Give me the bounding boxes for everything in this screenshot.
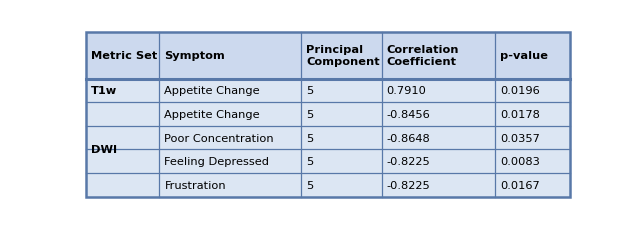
Text: Poor Concentration: Poor Concentration <box>164 133 274 143</box>
Text: Appetite Change: Appetite Change <box>164 110 260 120</box>
Text: Feeling Depressed: Feeling Depressed <box>164 157 269 167</box>
Text: Frustration: Frustration <box>164 180 226 190</box>
Text: Metric Set: Metric Set <box>91 51 157 61</box>
Text: Symptom: Symptom <box>164 51 225 61</box>
Text: -0.8456: -0.8456 <box>387 110 430 120</box>
Text: 5: 5 <box>306 110 313 120</box>
Bar <box>86 126 159 150</box>
Bar <box>301 126 381 150</box>
Bar <box>301 150 381 173</box>
Text: 5: 5 <box>306 133 313 143</box>
Bar <box>301 79 381 103</box>
Bar <box>495 103 570 126</box>
Bar <box>381 150 495 173</box>
Text: 0.0083: 0.0083 <box>500 157 540 167</box>
Bar <box>159 126 301 150</box>
Text: Principal
Component: Principal Component <box>306 45 380 67</box>
Text: 0.0167: 0.0167 <box>500 180 540 190</box>
Bar <box>495 79 570 103</box>
Bar <box>495 150 570 173</box>
Text: DWI: DWI <box>91 145 117 155</box>
Text: 5: 5 <box>306 180 313 190</box>
Bar <box>86 103 159 126</box>
Bar <box>381 173 495 197</box>
Text: p-value: p-value <box>500 51 548 61</box>
Bar <box>159 79 301 103</box>
Text: 0.0178: 0.0178 <box>500 110 540 120</box>
Bar <box>86 173 159 197</box>
Bar <box>381 32 495 79</box>
Bar <box>159 150 301 173</box>
Bar <box>86 150 159 173</box>
Text: Appetite Change: Appetite Change <box>164 86 260 96</box>
Bar <box>301 173 381 197</box>
Bar <box>86 32 159 79</box>
Bar <box>86 79 159 103</box>
Text: -0.8225: -0.8225 <box>387 157 430 167</box>
Bar <box>495 173 570 197</box>
Text: -0.8648: -0.8648 <box>387 133 430 143</box>
Bar <box>381 79 495 103</box>
Text: 0.0196: 0.0196 <box>500 86 540 96</box>
Bar <box>159 173 301 197</box>
Text: 0.0357: 0.0357 <box>500 133 540 143</box>
Text: T1w: T1w <box>91 86 117 96</box>
Bar <box>495 126 570 150</box>
Bar <box>301 32 381 79</box>
Text: -0.8225: -0.8225 <box>387 180 430 190</box>
Bar <box>159 103 301 126</box>
Text: 5: 5 <box>306 157 313 167</box>
Bar <box>159 32 301 79</box>
Bar <box>301 103 381 126</box>
Bar <box>381 126 495 150</box>
Bar <box>495 32 570 79</box>
Bar <box>381 103 495 126</box>
Text: 0.7910: 0.7910 <box>387 86 426 96</box>
Text: 5: 5 <box>306 86 313 96</box>
Text: Correlation
Coefficient: Correlation Coefficient <box>387 45 459 67</box>
